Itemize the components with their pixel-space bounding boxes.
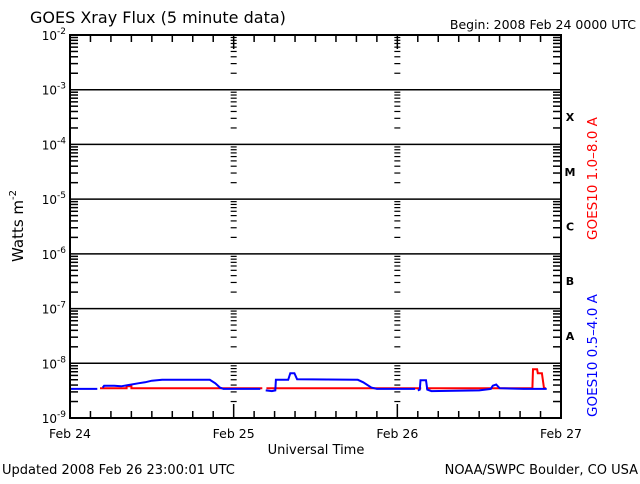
y-tick-base: 10 (42, 84, 57, 98)
y-tick-base: 10 (42, 248, 57, 262)
y-tick-base: 10 (42, 357, 57, 371)
footer-source: NOAA/SWPC Boulder, CO USA (445, 463, 638, 478)
y-tick-label: 10-2 (42, 27, 66, 43)
series-line-0 (426, 368, 546, 390)
y-tick-base: 10 (42, 138, 57, 152)
y-tick-label: 10-6 (42, 246, 67, 262)
flare-class-label: B (566, 275, 574, 288)
series-line-1 (265, 372, 416, 393)
x-tick-label: Feb 25 (213, 426, 255, 441)
y-tick-exponent: -4 (57, 136, 66, 146)
series-line-1 (417, 379, 547, 393)
x-tick-label: Feb 27 (540, 426, 582, 441)
y-tick-label: 10-4 (42, 136, 67, 152)
chart-title: GOES Xray Flux (5 minute data) (30, 8, 286, 27)
x-axis-label: Universal Time (268, 443, 365, 458)
footer-updated: Updated 2008 Feb 26 23:00:01 UTC (2, 463, 235, 478)
series-label-long: GOES10 1.0–8.0 A (585, 116, 601, 240)
series-line-1 (101, 378, 261, 390)
y-axis-label-text: Watts m (9, 200, 27, 262)
y-tick-label: 10-3 (42, 82, 66, 98)
x-tick-label: Feb 26 (376, 426, 418, 441)
flare-class-label: M (565, 166, 576, 179)
y-axis-label: Watts m-2 (8, 190, 27, 262)
y-tick-exponent: -2 (57, 27, 66, 37)
flare-class-label: A (566, 330, 575, 343)
flare-class-label: C (566, 221, 574, 234)
y-tick-exponent: -9 (57, 410, 66, 420)
y-tick-exponent: -8 (57, 355, 66, 365)
y-tick-base: 10 (42, 303, 57, 317)
y-tick-label: 10-9 (42, 410, 67, 426)
y-tick-base: 10 (42, 193, 57, 207)
flare-class-label: X (566, 111, 575, 124)
y-tick-exponent: -7 (57, 301, 66, 311)
svg-text:Watts m-2: Watts m-2 (8, 190, 27, 262)
series-label-short: GOES10 0.5–4.0 A (585, 293, 601, 417)
begin-label: Begin: 2008 Feb 24 0000 UTC (450, 17, 636, 32)
y-tick-label: 10-7 (42, 301, 66, 317)
y-tick-exponent: -6 (57, 246, 66, 256)
y-tick-exponent: -3 (57, 82, 66, 92)
y-tick-exponent: -5 (57, 191, 66, 201)
y-tick-base: 10 (42, 412, 57, 426)
y-axis-label-exponent: -2 (8, 190, 19, 200)
x-tick-label: Feb 24 (49, 426, 91, 441)
y-tick-label: 10-8 (42, 355, 67, 371)
y-tick-base: 10 (42, 29, 57, 43)
plot-frame (69, 34, 562, 419)
y-tick-label: 10-5 (42, 191, 66, 207)
series-line-0 (100, 385, 263, 390)
